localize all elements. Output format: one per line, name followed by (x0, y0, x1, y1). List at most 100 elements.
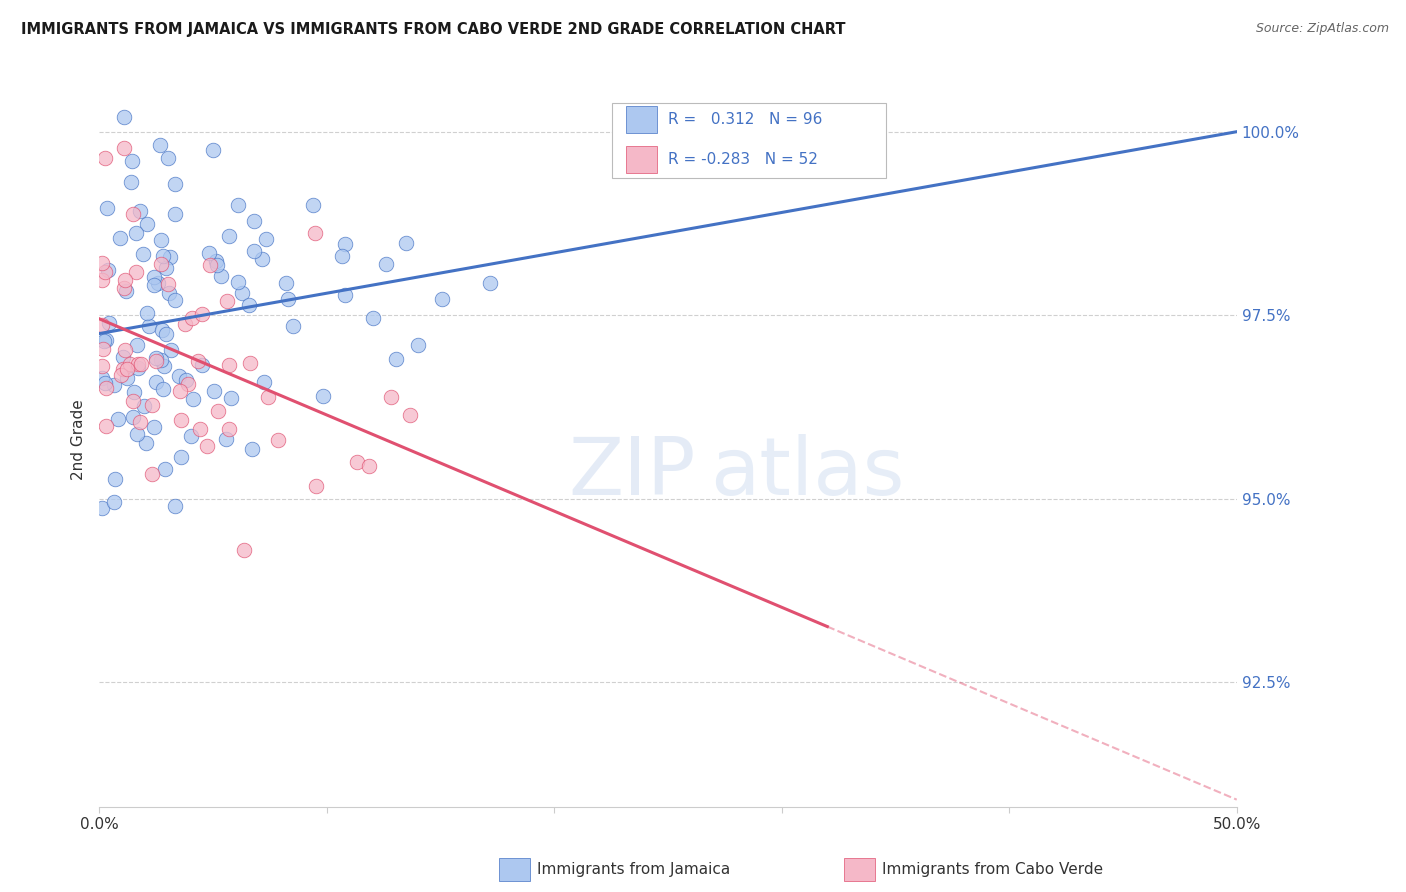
Point (145, 376, 167, 390)
Point (129, 357, 152, 371)
Point (132, 400, 155, 414)
Point (191, 307, 214, 321)
Point (209, 269, 232, 284)
Point (256, 390, 278, 404)
Point (150, 233, 173, 247)
Point (122, 384, 145, 399)
Point (90, 256, 112, 270)
Point (127, 338, 149, 352)
Point (128, 415, 150, 429)
Point (145, 351, 167, 365)
Point (127, 360, 149, 375)
Text: Immigrants from Jamaica: Immigrants from Jamaica (537, 863, 730, 877)
Point (121, 410, 143, 425)
Point (385, 352, 408, 367)
Point (363, 310, 385, 325)
Point (103, 378, 125, 392)
Point (159, 343, 181, 357)
Point (108, 231, 131, 245)
Point (152, 382, 174, 396)
Point (91, 371, 114, 385)
Point (93, 151, 115, 165)
Point (143, 419, 166, 434)
Point (242, 244, 264, 258)
Point (135, 436, 157, 450)
Point (150, 323, 173, 337)
Point (312, 389, 335, 403)
Point (127, 358, 149, 372)
Point (112, 141, 135, 155)
Point (180, 310, 202, 325)
Point (128, 204, 150, 219)
Point (107, 412, 129, 426)
Point (254, 232, 277, 246)
Point (253, 376, 276, 390)
Point (188, 422, 211, 436)
Point (267, 433, 290, 447)
Point (143, 270, 166, 285)
Text: atlas: atlas (710, 434, 904, 512)
Point (131, 246, 153, 260)
Text: R = -0.283   N = 52: R = -0.283 N = 52 (668, 152, 818, 167)
Point (121, 153, 143, 168)
Point (120, 175, 142, 189)
Point (218, 358, 240, 372)
Point (94, 418, 117, 433)
Point (399, 409, 422, 423)
Point (231, 286, 253, 301)
Point (215, 432, 238, 446)
Point (111, 350, 134, 364)
Point (98, 317, 121, 331)
Point (112, 110, 135, 124)
Point (148, 277, 170, 291)
Point (252, 252, 274, 267)
Point (169, 413, 191, 427)
Point (165, 177, 187, 191)
Point (432, 292, 454, 306)
Point (169, 384, 191, 398)
Point (167, 368, 190, 383)
Point (114, 273, 136, 287)
Point (149, 257, 172, 271)
Point (176, 373, 198, 387)
Point (91, 318, 114, 332)
Point (165, 207, 187, 221)
Point (207, 404, 229, 418)
Point (141, 467, 163, 482)
Point (205, 258, 228, 272)
Point (115, 285, 138, 299)
Point (395, 236, 418, 251)
Point (304, 226, 326, 240)
Point (226, 198, 249, 212)
Text: Source: ZipAtlas.com: Source: ZipAtlas.com (1256, 22, 1389, 36)
Point (201, 143, 224, 157)
Point (170, 450, 193, 464)
Point (103, 472, 125, 486)
Point (115, 371, 138, 385)
Point (127, 426, 149, 441)
Point (97, 262, 120, 277)
Point (174, 317, 197, 331)
Point (135, 306, 157, 320)
Point (217, 294, 239, 309)
Point (125, 227, 148, 241)
Point (152, 249, 174, 263)
Point (243, 213, 266, 227)
Text: ZIP: ZIP (568, 434, 696, 512)
Point (90, 359, 112, 373)
Point (112, 281, 135, 295)
Point (159, 250, 181, 264)
Point (110, 368, 132, 382)
Point (155, 260, 177, 275)
Point (346, 454, 368, 468)
Point (156, 151, 179, 165)
Point (238, 298, 260, 312)
Point (204, 253, 226, 268)
Point (195, 439, 218, 453)
Point (143, 277, 166, 292)
Point (122, 394, 145, 409)
Point (187, 353, 209, 368)
Point (335, 288, 357, 302)
Point (153, 461, 176, 475)
Point (218, 228, 240, 243)
